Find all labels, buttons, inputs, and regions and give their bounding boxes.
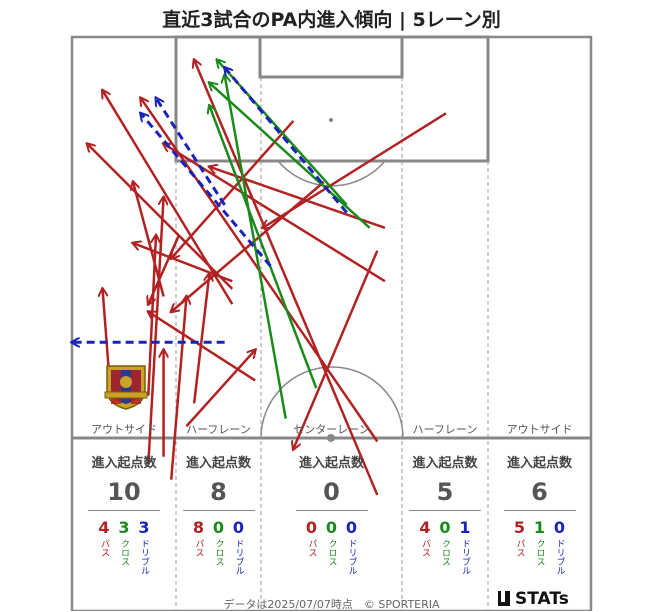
stat-divider <box>503 510 576 511</box>
dribble-arrow-25 <box>225 68 348 214</box>
stat-total: 10 <box>107 478 141 506</box>
centre-circle <box>260 366 404 439</box>
stat-breakdown: 5 パス 1 クロス 0 ドリブル <box>488 518 591 576</box>
stat-head: 進入起点数 <box>506 456 572 471</box>
dribble-count: 1 ドリブル <box>459 518 471 576</box>
dribble-arrow-27 <box>141 113 272 267</box>
stat-divider <box>295 510 368 511</box>
stat-total: 5 <box>436 478 454 506</box>
lane-label-halfspace-left: ハーフレーン <box>186 423 251 436</box>
cross-count: 0 クロス <box>212 518 225 567</box>
lane-stats-4: 進入起点数 6 5 パス 1 クロス 0 ドリブル <box>488 452 591 575</box>
goal-area <box>258 35 404 79</box>
lane-stats-3: 進入起点数 5 4 パス 0 クロス 1 ドリブル <box>402 452 488 575</box>
lane-label-center: センターレーン <box>293 423 370 436</box>
pass-count: 4 パス <box>98 518 110 558</box>
pass-arrow-15 <box>209 167 386 229</box>
pass-arrow-2 <box>87 144 234 290</box>
cross-arrow-24 <box>225 75 287 419</box>
pass-arrow-13 <box>263 112 447 227</box>
pass-arrow-17 <box>148 312 256 382</box>
stat-breakdown: 0 パス 0 クロス 0 ドリブル <box>261 518 402 576</box>
stat-total: 0 <box>323 478 340 506</box>
stat-total: 6 <box>531 478 548 506</box>
cross-arrow-23 <box>209 106 318 389</box>
stat-divider <box>88 510 160 511</box>
stat-head: 進入起点数 <box>412 456 478 471</box>
lane-stats-2: 進入起点数 0 0 パス 0 クロス 0 ドリブル <box>261 452 402 575</box>
lane-stats-0: 進入起点数 10 4 パス 3 クロス 3 ドリブル <box>72 452 176 575</box>
lane-label-outside-left: アウトサイド <box>91 423 157 436</box>
chart-title: 直近3試合のPA内進入傾向 | 5レーン別 <box>162 9 501 31</box>
penalty-arc <box>277 160 386 187</box>
pass-arrow-9 <box>185 350 255 428</box>
stats-logo: STATs <box>498 589 569 609</box>
cross-count: 0 クロス <box>439 518 451 567</box>
cross-count: 3 クロス <box>118 518 130 567</box>
stat-head: 進入起点数 <box>298 456 364 471</box>
lane-label-outside-right: アウトサイド <box>506 423 573 436</box>
pass-count: 4 パス <box>419 518 431 558</box>
stat-breakdown: 4 パス 0 クロス 1 ドリブル <box>402 518 488 576</box>
pass-count: 8 パス <box>192 518 205 558</box>
stat-divider <box>409 510 481 511</box>
stat-breakdown: 4 パス 3 クロス 3 ドリブル <box>72 518 176 576</box>
dribble-count: 3 ドリブル <box>138 518 150 576</box>
lane-stats-1: 進入起点数 8 8 パス 0 クロス 0 ドリブル <box>176 452 261 575</box>
penalty-spot <box>329 118 333 122</box>
stats-logo-icon <box>498 591 510 606</box>
dribble-count: 0 ドリブル <box>232 518 245 576</box>
pass-arrow-11 <box>171 120 295 258</box>
pass-arrow-12 <box>293 250 379 449</box>
stats-logo-text: STATs <box>515 589 569 609</box>
pass-arrow-18 <box>194 60 379 496</box>
cross-arrow-21 <box>209 83 371 229</box>
stat-head: 進入起点数 <box>91 456 157 471</box>
pass-arrow-8 <box>192 274 209 404</box>
dribble-count: 0 ドリブル <box>345 518 358 576</box>
dribble-arrow-26 <box>156 98 226 206</box>
cross-count: 0 クロス <box>325 518 338 567</box>
lane-label-halfspace-right: ハーフレーン <box>412 423 478 436</box>
stat-head: 進入起点数 <box>185 456 251 471</box>
entry-arrows <box>72 60 447 496</box>
stat-breakdown: 8 パス 0 クロス 0 ドリブル <box>176 518 261 576</box>
pass-count: 0 パス <box>305 518 318 558</box>
centre-spot <box>327 434 335 442</box>
cross-count: 1 クロス <box>533 518 546 567</box>
dribble-count: 0 ドリブル <box>553 518 566 576</box>
pass-arrow-19 <box>169 297 186 480</box>
pass-count: 5 パス <box>513 518 526 558</box>
pass-arrow-1 <box>103 90 234 305</box>
stat-divider <box>182 510 255 511</box>
pass-arrow-10 <box>171 181 325 312</box>
footer-date: データは2025/07/07時点 © SPORTERIA <box>223 598 440 611</box>
lane-dividers <box>175 77 489 611</box>
club-crest-icon <box>104 365 148 410</box>
cross-arrow-22 <box>217 60 348 206</box>
stat-total: 8 <box>210 478 227 506</box>
